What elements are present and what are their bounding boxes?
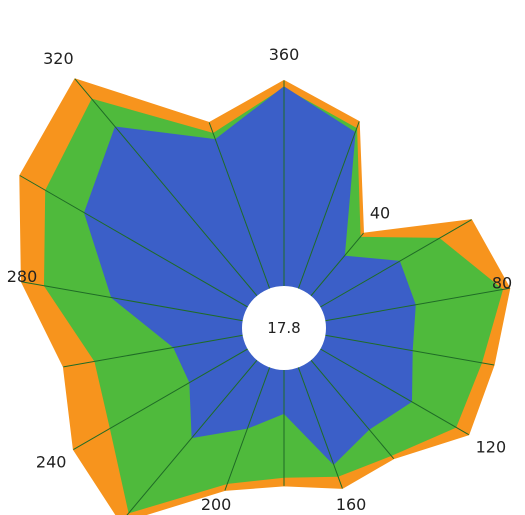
spoke-line xyxy=(21,281,285,329)
center-value-label: 17.8 xyxy=(267,319,300,337)
spoke-line xyxy=(74,78,285,329)
spoke-line xyxy=(19,175,285,329)
spoke-line xyxy=(126,327,285,515)
angle-tick-label: 120 xyxy=(476,438,507,457)
tick-label-layer: 360 40 80 120 160 200 240 280 320 xyxy=(7,45,512,514)
angle-tick-label: 200 xyxy=(201,495,232,514)
angle-tick-label: 280 xyxy=(7,267,38,286)
angle-tick-label: 80 xyxy=(492,274,512,293)
angle-tick-label: 360 xyxy=(269,45,300,64)
center-hole xyxy=(242,286,326,370)
angle-tick-label: 40 xyxy=(370,204,390,223)
angle-tick-label: 240 xyxy=(36,452,67,471)
angle-tick-label: 160 xyxy=(336,495,367,514)
angle-tick-label: 320 xyxy=(43,49,74,68)
